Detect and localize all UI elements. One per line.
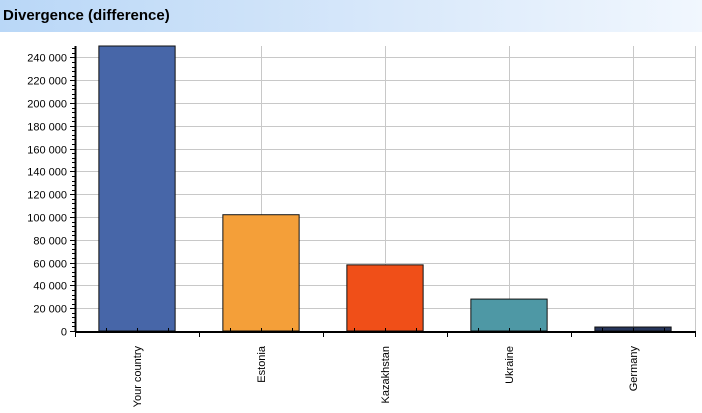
y-tick-labels: 0 20 000 40 000 60 000 80 000 100 000 120 000 1… (27, 53, 67, 339)
y-tick-label: 200 000 (27, 99, 67, 111)
axes (70, 46, 696, 337)
y-tick-label: 240 000 (27, 53, 67, 65)
y-tick-label: 180 000 (27, 122, 67, 134)
bar (98, 45, 176, 332)
y-tick-label: 120 000 (27, 190, 67, 202)
x-tick-label: Kazakhstan (380, 346, 392, 403)
y-tick-label: 40 000 (33, 281, 67, 293)
x-tick-label: Germany (628, 346, 640, 392)
x-tick-label: Ukraine (504, 346, 516, 384)
bars (98, 45, 672, 332)
y-tick-label: 160 000 (27, 145, 67, 157)
y-tick-label: 100 000 (27, 213, 67, 225)
bar (470, 298, 548, 332)
chart-title: Divergence (difference) (3, 7, 170, 24)
bar (346, 264, 424, 332)
y-tick-label: 20 000 (33, 304, 67, 316)
y-tick-label: 220 000 (27, 76, 67, 88)
chart-header: Divergence (difference) (0, 0, 702, 32)
y-tick-label: 140 000 (27, 167, 67, 179)
bar (222, 214, 300, 332)
x-tick-label: Estonia (256, 345, 268, 383)
y-tick-label: 80 000 (33, 236, 67, 248)
y-tick-label: 60 000 (33, 259, 67, 271)
y-tick-label: 0 (61, 327, 67, 339)
x-tick-label: Your country (132, 346, 144, 408)
x-tick-labels: Your country Estonia Kazakhstan Ukraine Germ… (132, 345, 640, 407)
